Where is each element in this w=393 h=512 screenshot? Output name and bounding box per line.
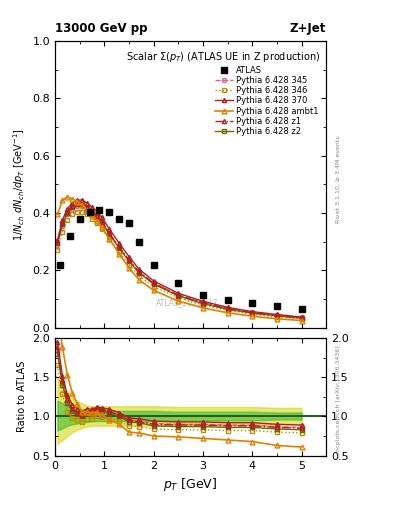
Text: ATLAS_2019_I17...: ATLAS_2019_I17... bbox=[156, 298, 226, 307]
Text: Z+Jet: Z+Jet bbox=[290, 22, 326, 35]
Text: mcplots.cern.ch [arXiv:1306.3436]: mcplots.cern.ch [arXiv:1306.3436] bbox=[336, 345, 341, 454]
Text: 13000 GeV pp: 13000 GeV pp bbox=[55, 22, 147, 35]
Y-axis label: Ratio to ATLAS: Ratio to ATLAS bbox=[17, 361, 27, 433]
X-axis label: $p_T$ [GeV]: $p_T$ [GeV] bbox=[163, 476, 218, 493]
Y-axis label: $1/N_{ch}$ $dN_{ch}/dp_T$ [GeV$^{-1}$]: $1/N_{ch}$ $dN_{ch}/dp_T$ [GeV$^{-1}$] bbox=[11, 128, 27, 241]
Text: Scalar $\Sigma(p_T)$ (ATLAS UE in Z production): Scalar $\Sigma(p_T)$ (ATLAS UE in Z prod… bbox=[127, 50, 321, 63]
Text: Rivet 3.1.10, ≥ 3.4M events: Rivet 3.1.10, ≥ 3.4M events bbox=[336, 135, 341, 223]
Legend: ATLAS, Pythia 6.428 345, Pythia 6.428 346, Pythia 6.428 370, Pythia 6.428 ambt1,: ATLAS, Pythia 6.428 345, Pythia 6.428 34… bbox=[211, 62, 322, 139]
